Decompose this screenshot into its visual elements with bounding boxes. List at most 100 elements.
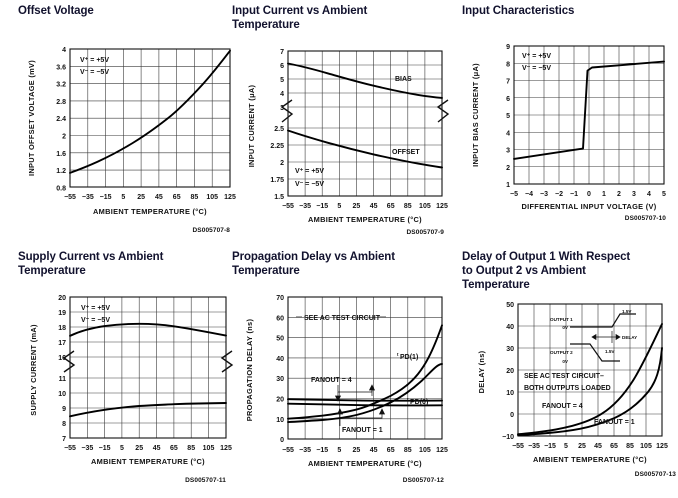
leader-lines-fanout4-propagation-delay xyxy=(334,384,376,402)
svg-text:85: 85 xyxy=(187,445,195,452)
svg-text:−15: −15 xyxy=(100,194,112,201)
svg-text:−3: −3 xyxy=(540,191,548,198)
svg-text:65: 65 xyxy=(610,443,618,450)
svg-text:−4: −4 xyxy=(525,191,533,198)
svg-text:−35: −35 xyxy=(299,447,311,454)
svg-text:5: 5 xyxy=(564,443,568,450)
y-axis-ticks-offset-voltage: 4 3.6 3.2 2.8 2.4 2 1.6 1.2 0.8 xyxy=(56,47,66,192)
svg-text:25: 25 xyxy=(135,445,143,452)
note-vminus-input-characteristics: V⁻ = −5V xyxy=(522,65,551,72)
data-curve-offset xyxy=(287,129,443,169)
svg-text:2: 2 xyxy=(62,134,66,141)
note-vplus-input-current: V⁺ = +5V xyxy=(295,168,324,175)
svg-text:6: 6 xyxy=(506,96,510,103)
chart-title-input-characteristics: Input Characteristics xyxy=(462,5,575,17)
data-curve-bias xyxy=(287,62,443,99)
inset-label-1v5-output1: 1.5V xyxy=(622,309,632,314)
svg-text:105: 105 xyxy=(206,194,218,201)
y-axis-label-offset-voltage: INPUT OFFSET VOLTAGE (mV) xyxy=(27,60,36,176)
svg-text:65: 65 xyxy=(170,445,178,452)
svg-text:2.5: 2.5 xyxy=(274,126,284,133)
svg-text:−1: −1 xyxy=(570,191,578,198)
svg-text:85: 85 xyxy=(404,203,412,210)
svg-text:2: 2 xyxy=(506,165,510,172)
svg-text:5: 5 xyxy=(337,203,341,210)
svg-text:4: 4 xyxy=(506,130,510,137)
svg-text:65: 65 xyxy=(387,203,395,210)
svg-text:1.5: 1.5 xyxy=(274,194,284,201)
x-axis-label-delay-output1-output2: AMBIENT TEMPERATURE (°C) xyxy=(533,455,647,464)
svg-text:3: 3 xyxy=(280,105,284,112)
figure-ref-delay-output1-output2: DS005707-13 xyxy=(635,471,676,478)
note-vminus-input-current: V⁻ = −5V xyxy=(295,181,324,188)
svg-text:4: 4 xyxy=(647,191,651,198)
chart-figure-input-characteristics: 9 8 7 6 5 4 3 2 1 V⁺ = +5V xyxy=(462,24,678,224)
chart-ref-svg-offset-voltage: DS005707-8 xyxy=(193,227,231,234)
svg-text:45: 45 xyxy=(155,194,163,201)
svg-text:3: 3 xyxy=(506,148,510,155)
note-see-ac-test-circuit-delay: SEE AC TEST CIRCUIT– xyxy=(524,373,604,380)
svg-text:2.8: 2.8 xyxy=(56,99,66,106)
svg-text:18: 18 xyxy=(58,325,66,332)
svg-text:2: 2 xyxy=(617,191,621,198)
svg-text:30: 30 xyxy=(506,346,514,353)
inset-waveform-output2 xyxy=(570,343,620,362)
x-axis-ticks-offset-voltage: −55 −35 −15 5 25 45 65 85 105 125 xyxy=(64,194,236,201)
x-axis-label-offset-voltage: AMBIENT TEMPERATURE (°C) xyxy=(93,207,207,216)
curve-label-tpd0-superscript: t xyxy=(407,397,409,402)
x-axis-label-supply-current: AMBIENT TEMPERATURE (°C) xyxy=(91,457,205,466)
svg-text:45: 45 xyxy=(370,203,378,210)
inset-label-delay: DELAY xyxy=(622,335,637,340)
curve-label-fanout-4-delay: FANOUT = 4 xyxy=(542,403,583,410)
x-axis-ticks-supply-current: −55 −35 −15 5 25 45 65 85 105 125 xyxy=(64,445,232,452)
curve-label-tpd0: PD(0) xyxy=(410,399,428,406)
svg-text:2.25: 2.25 xyxy=(270,143,284,150)
svg-text:−15: −15 xyxy=(544,443,556,450)
svg-text:19: 19 xyxy=(58,310,66,317)
y-axis-label-input-characteristics: INPUT BIAS CURRENT (μA) xyxy=(471,63,480,167)
svg-text:125: 125 xyxy=(224,194,236,201)
plot-grid-propagation-delay xyxy=(287,296,443,440)
svg-text:10: 10 xyxy=(506,390,514,397)
svg-text:85: 85 xyxy=(626,443,634,450)
curve-label-tpd0-group: t PD(0) xyxy=(407,397,428,406)
figure-ref-supply-current: DS005707-11 xyxy=(185,477,226,484)
plot-grid-delay-output1-output2 xyxy=(517,303,663,437)
chart-panel-supply-current: Supply Current vs Ambient Temperature 20… xyxy=(18,250,243,495)
svg-text:−35: −35 xyxy=(82,194,94,201)
data-curve-delay-fanout4 xyxy=(517,323,663,436)
data-curve-tpd1-fanout4 xyxy=(287,324,443,420)
svg-text:1.2: 1.2 xyxy=(56,168,66,175)
svg-text:25: 25 xyxy=(353,203,361,210)
svg-text:105: 105 xyxy=(640,443,652,450)
chart-svg-input-current: 7 6 5 4 3 2.5 2.25 2 1.75 1.5 xyxy=(247,49,450,224)
data-curve-input-offset-voltage xyxy=(69,49,231,174)
svg-text:3: 3 xyxy=(632,191,636,198)
chart-title-offset-voltage: Offset Voltage xyxy=(18,5,94,17)
inset-label-0v-output1: 0V xyxy=(562,325,569,330)
inset-waveform-diagram: OUTPUT 1 0V 1.5V DELAY OUTPUT 2 0V xyxy=(550,309,637,364)
svg-text:45: 45 xyxy=(153,445,161,452)
y-axis-label-propagation-delay: PROPAGATION DELAY (ns) xyxy=(245,319,254,422)
svg-text:−15: −15 xyxy=(316,203,328,210)
svg-text:8: 8 xyxy=(506,61,510,68)
y-axis-ticks-input-current: 7 6 5 4 3 2.5 2.25 2 1.75 1.5 xyxy=(270,49,284,201)
svg-text:−55: −55 xyxy=(512,443,524,450)
note-vplus-input-characteristics: V⁺ = +5V xyxy=(522,53,551,60)
svg-text:45: 45 xyxy=(594,443,602,450)
svg-text:0: 0 xyxy=(280,437,284,444)
x-axis-ticks-propagation-delay: −55 −35 −15 5 25 45 65 85 105 125 xyxy=(282,447,448,454)
svg-text:4: 4 xyxy=(280,91,284,98)
svg-text:−35: −35 xyxy=(528,443,540,450)
svg-text:65: 65 xyxy=(173,194,181,201)
svg-text:3.2: 3.2 xyxy=(56,82,66,89)
svg-text:5: 5 xyxy=(662,191,666,198)
chart-ref-svg-propagation-delay: DS005707-12 xyxy=(403,477,444,484)
svg-text:25: 25 xyxy=(137,194,145,201)
svg-text:16: 16 xyxy=(58,355,66,362)
chart-figure-offset-voltage: 4 3.6 3.2 2.8 2.4 2 1.6 1.2 0.8 V⁺ xyxy=(18,24,243,236)
svg-text:1: 1 xyxy=(602,191,606,198)
svg-text:6: 6 xyxy=(280,63,284,70)
svg-text:4: 4 xyxy=(62,47,66,54)
